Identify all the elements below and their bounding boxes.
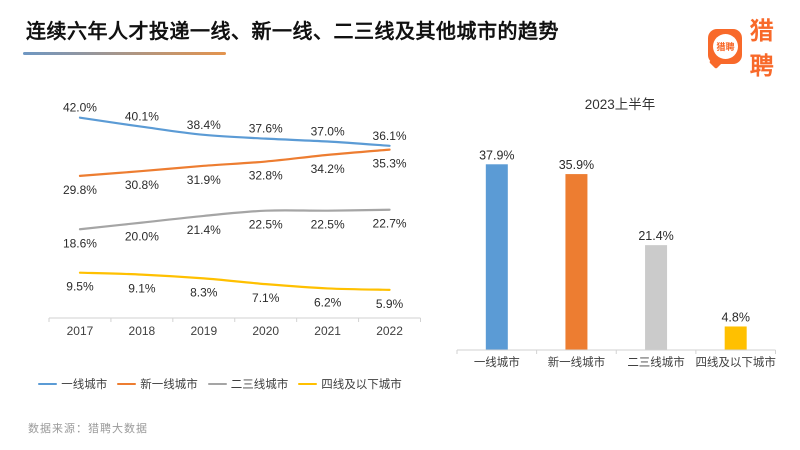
x-tick-label: 2017 (67, 324, 94, 338)
data-label: 22.5% (249, 218, 283, 232)
data-label: 36.1% (373, 129, 407, 143)
data-label: 21.4% (187, 223, 221, 237)
data-label: 8.3% (190, 285, 218, 299)
legend-label: 二三线城市 (230, 379, 289, 391)
legend-label: 四线及以下城市 (321, 379, 402, 391)
x-tick-label: 2020 (252, 324, 279, 338)
title-underline (23, 52, 226, 55)
data-label: 34.2% (311, 162, 345, 176)
x-tick-label: 2021 (314, 324, 341, 338)
data-label: 22.5% (311, 218, 345, 232)
data-label: 37.0% (311, 125, 345, 139)
legend-label: 新一线城市 (140, 379, 198, 391)
x-tick-label: 2019 (190, 324, 217, 338)
x-tick-label: 二三线城市 (627, 355, 685, 369)
line-chart-legend: 一线城市 新一线城市 二三线城市 四线及以下城市 (0, 376, 440, 392)
data-label: 22.7% (373, 217, 407, 231)
data-label: 21.4% (638, 229, 673, 243)
data-label: 35.3% (373, 157, 407, 171)
data-label: 40.1% (125, 110, 159, 124)
legend-line-swatch-icon (117, 382, 137, 386)
data-label: 32.8% (249, 169, 283, 183)
bar-chart-title: 2023上半年 (584, 97, 656, 112)
legend-item-tier4-below: 四线及以下城市 (298, 376, 402, 392)
data-label: 38.4% (187, 118, 221, 132)
data-label: 4.8% (721, 310, 750, 324)
logo-wordmark: 猎聘 (749, 18, 776, 80)
data-label: 7.1% (252, 291, 280, 305)
page-title: 连续六年人才投递一线、新一线、二三线及其他城市的趋势 (26, 21, 559, 43)
bar-2 (645, 245, 668, 350)
legend-item-tier23: 二三线城市 (207, 376, 289, 392)
x-tick-label: 新一线城市 (548, 355, 606, 369)
line-series-3 (78, 271, 391, 291)
data-label: 37.9% (479, 148, 514, 162)
data-label: 9.1% (128, 282, 156, 296)
legend-label: 一线城市 (61, 379, 108, 391)
line-series-1 (78, 148, 391, 177)
bar-0 (485, 164, 508, 350)
logo-badge-text: 猎聘 (713, 33, 738, 59)
legend-item-new-tier1: 新一线城市 (117, 376, 198, 392)
legend-item-tier1: 一线城市 (38, 376, 107, 392)
line-series-0 (78, 116, 391, 147)
data-source-note: 数据来源：猎聘大数据 (28, 423, 148, 435)
data-label: 18.6% (63, 236, 97, 250)
data-label: 6.2% (314, 295, 342, 309)
bar-1 (565, 174, 588, 350)
data-label: 29.8% (63, 183, 97, 197)
bar-chart-2023h1: 2023上半年 37.9% 35.9% 21.4% 4.8% 一线城市 新一线城市 二三线城… (440, 85, 800, 385)
legend-line-swatch-icon (207, 382, 227, 386)
bar-chart-plot: 37.9% 35.9% 21.4% 4.8% 一线城市 新一线城市 二三线城市 四线及以下城市 (456, 148, 776, 369)
data-label: 35.9% (559, 158, 594, 172)
x-tick-label: 2018 (129, 324, 156, 338)
trend-line-chart: 2017 2018 2019 2020 2021 2022 42.0% 40.1% 38.4% 3… (48, 101, 421, 338)
data-label: 30.8% (125, 178, 159, 192)
legend-line-swatch-icon (38, 382, 58, 386)
liepin-logo-icon: 猎聘 (708, 28, 742, 69)
data-label: 9.5% (66, 280, 94, 294)
data-label: 5.9% (376, 297, 404, 311)
brand-logo: 猎聘 猎聘 (708, 11, 800, 81)
line-series-2 (78, 208, 391, 231)
x-tick-label: 2022 (376, 324, 403, 338)
x-tick-label: 一线城市 (474, 355, 520, 369)
x-tick-label: 四线及以下城市 (695, 355, 776, 369)
legend-line-swatch-icon (298, 382, 318, 386)
data-label: 20.0% (125, 230, 159, 244)
bar-3 (724, 326, 747, 350)
data-label: 37.6% (249, 122, 283, 136)
data-label: 42.0% (63, 101, 97, 115)
data-label: 31.9% (187, 173, 221, 187)
